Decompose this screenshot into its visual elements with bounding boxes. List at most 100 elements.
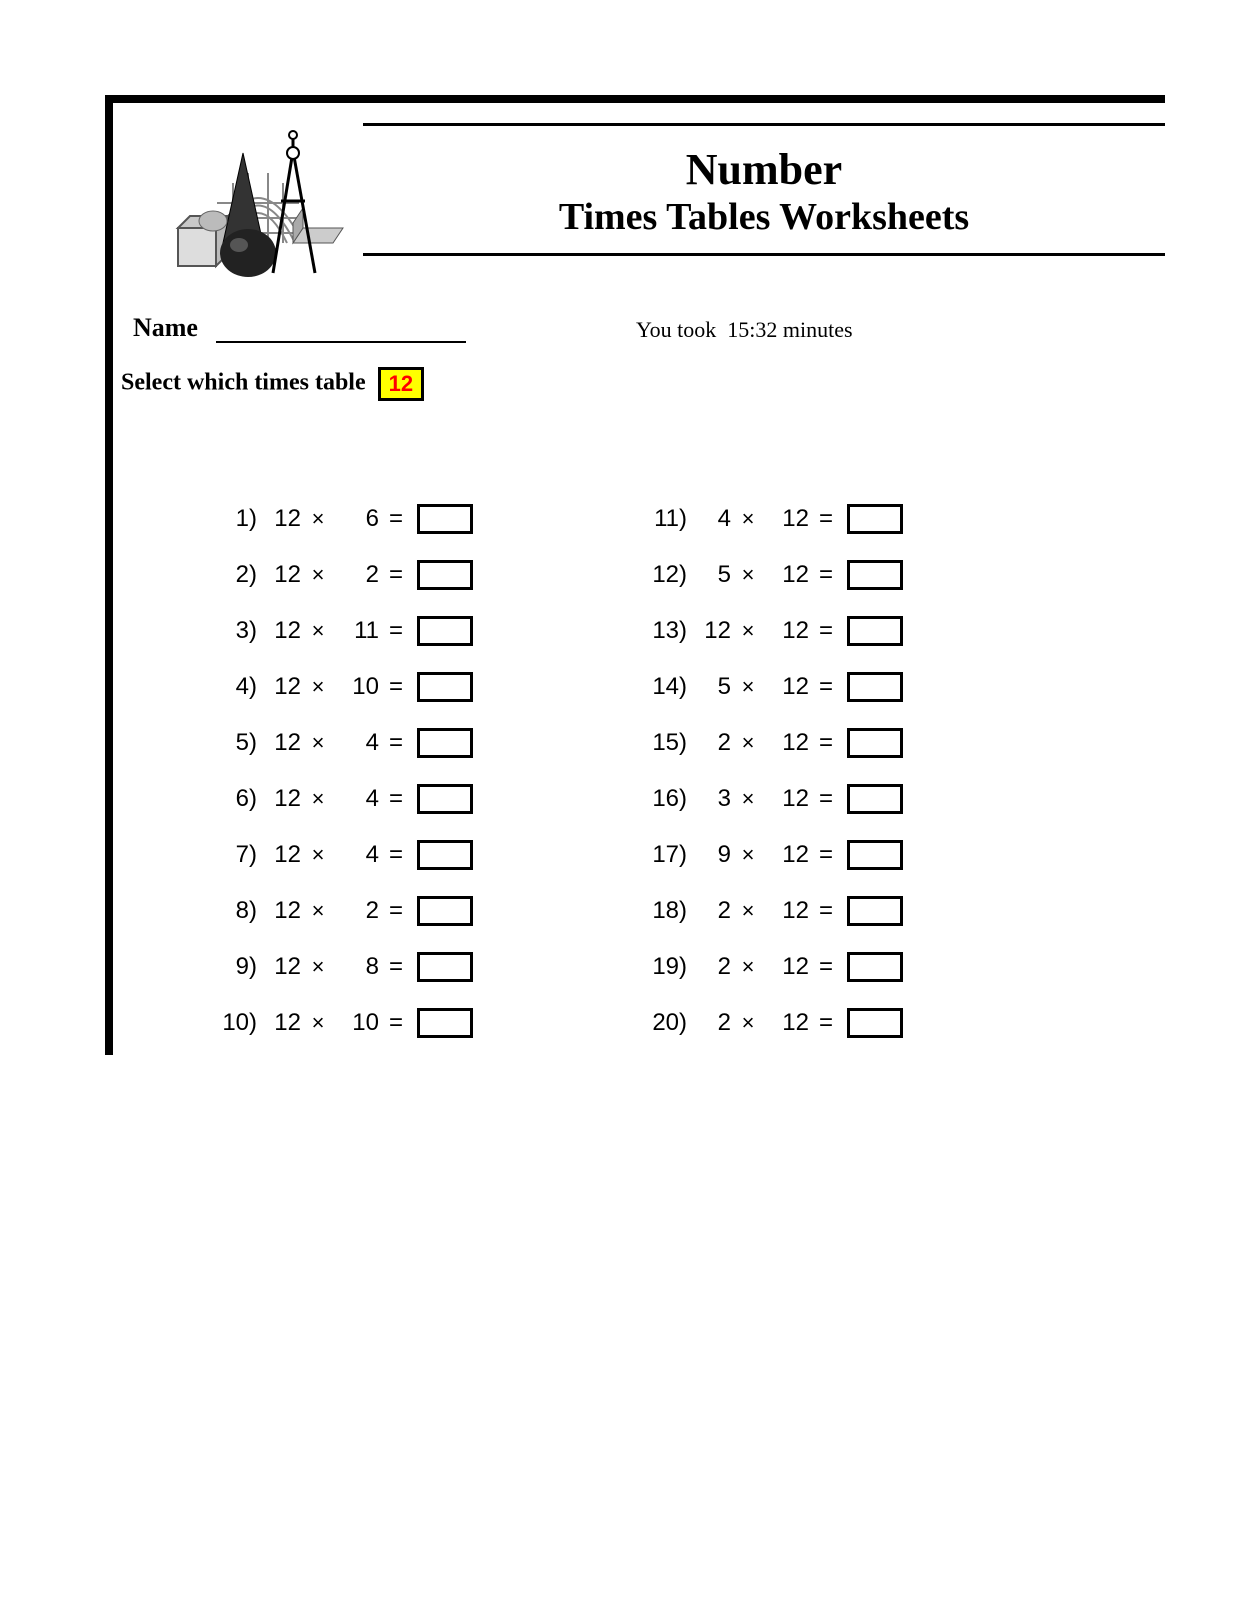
answer-box[interactable] — [847, 840, 903, 870]
equals-symbol: = — [379, 729, 413, 757]
equals-symbol: = — [809, 561, 843, 589]
problem-row: 2)12×2= — [213, 547, 643, 603]
operand-b: 12 — [765, 841, 809, 869]
equals-symbol: = — [809, 673, 843, 701]
operand-a: 2 — [687, 729, 731, 757]
equals-symbol: = — [809, 953, 843, 981]
operand-b: 12 — [765, 729, 809, 757]
operand-a: 12 — [257, 617, 301, 645]
timer-text: You took 15:32 minutes — [636, 317, 853, 343]
answer-box[interactable] — [417, 896, 473, 926]
answer-box[interactable] — [417, 784, 473, 814]
problem-row: 15)2×12= — [643, 715, 1073, 771]
answer-box[interactable] — [847, 560, 903, 590]
problem-index: 15) — [643, 729, 687, 757]
operand-b: 8 — [335, 953, 379, 981]
problem-index: 5) — [213, 729, 257, 757]
answer-box[interactable] — [417, 560, 473, 590]
equals-symbol: = — [379, 897, 413, 925]
problem-row: 12)5×12= — [643, 547, 1073, 603]
problem-index: 3) — [213, 617, 257, 645]
multiply-symbol: × — [731, 730, 765, 756]
answer-box[interactable] — [417, 952, 473, 982]
problems-column-right: 11)4×12=12)5×12=13)12×12=14)5×12=15)2×12… — [643, 491, 1073, 1051]
operand-a: 12 — [257, 561, 301, 589]
problem-row: 17)9×12= — [643, 827, 1073, 883]
problem-row: 16)3×12= — [643, 771, 1073, 827]
operand-a: 12 — [257, 897, 301, 925]
equals-symbol: = — [809, 785, 843, 813]
operand-a: 12 — [257, 673, 301, 701]
equals-symbol: = — [379, 505, 413, 533]
problem-row: 11)4×12= — [643, 491, 1073, 547]
operand-b: 4 — [335, 785, 379, 813]
problem-row: 20)2×12= — [643, 995, 1073, 1051]
problems-grid: 1)12×6=2)12×2=3)12×11=4)12×10=5)12×4=6)1… — [113, 401, 1165, 1051]
problem-index: 13) — [643, 617, 687, 645]
operand-a: 3 — [687, 785, 731, 813]
problem-index: 19) — [643, 953, 687, 981]
answer-box[interactable] — [417, 728, 473, 758]
title-text: Number Times Tables Worksheets — [363, 126, 1165, 253]
problem-row: 9)12×8= — [213, 939, 643, 995]
operand-a: 2 — [687, 1009, 731, 1037]
times-table-select[interactable]: 12 — [378, 367, 424, 401]
equals-symbol: = — [809, 841, 843, 869]
answer-box[interactable] — [847, 728, 903, 758]
problem-row: 18)2×12= — [643, 883, 1073, 939]
operand-b: 12 — [765, 897, 809, 925]
problem-index: 17) — [643, 841, 687, 869]
problem-row: 13)12×12= — [643, 603, 1073, 659]
equals-symbol: = — [379, 785, 413, 813]
problem-index: 10) — [213, 1009, 257, 1037]
answer-box[interactable] — [847, 784, 903, 814]
equals-symbol: = — [379, 841, 413, 869]
problem-row: 19)2×12= — [643, 939, 1073, 995]
multiply-symbol: × — [731, 786, 765, 812]
operand-a: 12 — [257, 1009, 301, 1037]
multiply-symbol: × — [301, 1010, 335, 1036]
answer-box[interactable] — [847, 952, 903, 982]
operand-b: 10 — [335, 673, 379, 701]
answer-box[interactable] — [847, 504, 903, 534]
problem-row: 14)5×12= — [643, 659, 1073, 715]
answer-box[interactable] — [417, 840, 473, 870]
problem-index: 20) — [643, 1009, 687, 1037]
multiply-symbol: × — [731, 842, 765, 868]
operand-b: 2 — [335, 561, 379, 589]
operand-b: 12 — [765, 785, 809, 813]
operand-a: 12 — [257, 505, 301, 533]
operand-b: 11 — [335, 617, 379, 645]
operand-b: 12 — [765, 1009, 809, 1037]
answer-box[interactable] — [417, 616, 473, 646]
answer-box[interactable] — [847, 672, 903, 702]
name-input-line[interactable] — [216, 317, 466, 343]
problem-index: 11) — [643, 505, 687, 533]
problem-index: 4) — [213, 673, 257, 701]
problem-index: 18) — [643, 897, 687, 925]
operand-a: 9 — [687, 841, 731, 869]
problem-index: 9) — [213, 953, 257, 981]
timer-value: 15:32 — [727, 317, 777, 342]
operand-b: 12 — [765, 561, 809, 589]
meta-row: Name You took 15:32 minutes — [113, 283, 1165, 343]
answer-box[interactable] — [417, 1008, 473, 1038]
operand-a: 5 — [687, 561, 731, 589]
answer-box[interactable] — [847, 1008, 903, 1038]
multiply-symbol: × — [301, 786, 335, 812]
equals-symbol: = — [809, 505, 843, 533]
multiply-symbol: × — [731, 562, 765, 588]
operand-a: 2 — [687, 897, 731, 925]
operand-a: 4 — [687, 505, 731, 533]
problem-index: 1) — [213, 505, 257, 533]
problem-row: 6)12×4= — [213, 771, 643, 827]
answer-box[interactable] — [847, 896, 903, 926]
answer-box[interactable] — [417, 504, 473, 534]
answer-box[interactable] — [847, 616, 903, 646]
multiply-symbol: × — [301, 674, 335, 700]
problem-index: 16) — [643, 785, 687, 813]
operand-b: 4 — [335, 729, 379, 757]
multiply-symbol: × — [301, 954, 335, 980]
equals-symbol: = — [379, 673, 413, 701]
answer-box[interactable] — [417, 672, 473, 702]
